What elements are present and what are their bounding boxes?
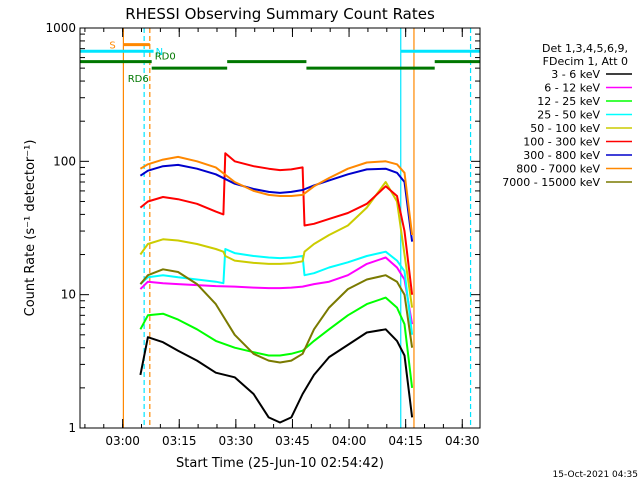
plot-marks: N S RD0 RD6 <box>80 28 480 428</box>
series-line-8 <box>139 268 414 364</box>
x-axis: 03:00 03:15 03:30 03:45 04:00 04:15 04:30 <box>84 28 480 448</box>
series-line-7 <box>139 155 414 236</box>
decimation-flag-label-1: RD6 <box>128 74 149 85</box>
night-flag-label-0: N <box>156 47 163 58</box>
legend-entry-label-1: 6 - 12 keV <box>544 82 600 95</box>
legend-entry-label-4: 50 - 100 keV <box>530 122 600 135</box>
series-line-5 <box>139 152 414 295</box>
y-axis-label: Count Rate (s⁻¹ detector⁻¹) <box>23 140 38 317</box>
x-tick-label-4: 04:00 <box>332 434 367 448</box>
legend-header-1: FDecim 1, Att 0 <box>543 55 628 68</box>
x-tick-label-3: 03:45 <box>275 434 310 448</box>
legend-header-0: Det 1,3,4,5,6,9, <box>542 42 628 55</box>
series-line-2 <box>139 296 414 389</box>
series-line-1 <box>139 256 414 325</box>
y-tick-label-1: 10 <box>61 288 76 302</box>
legend-entry-label-6: 300 - 800 keV <box>523 149 600 162</box>
legend-entry-label-5: 100 - 300 keV <box>523 136 600 149</box>
y-tick-label-3: 1000 <box>45 21 76 35</box>
saa-flag-label-0: S <box>109 41 115 52</box>
legend-entry-label-0: 3 - 6 keV <box>551 68 600 81</box>
legend-entry-label-2: 12 - 25 keV <box>537 95 600 108</box>
x-tick-label-5: 04:15 <box>388 434 423 448</box>
series-line-6 <box>139 163 414 242</box>
legend: Det 1,3,4,5,6,9,FDecim 1, Att 03 - 6 keV… <box>502 42 632 189</box>
x-tick-label-2: 03:30 <box>219 434 254 448</box>
x-tick-label-0: 03:00 <box>105 434 140 448</box>
x-tick-label-6: 04:30 <box>445 434 480 448</box>
x-axis-label: Start Time (25-Jun-10 02:54:42) <box>176 456 384 471</box>
chart-title: RHESSI Observing Summary Count Rates <box>125 5 435 23</box>
plot-frame <box>79 27 481 429</box>
legend-entry-label-8: 7000 - 15000 keV <box>502 176 600 189</box>
x-tick-label-1: 03:15 <box>162 434 197 448</box>
legend-entry-label-3: 25 - 50 keV <box>537 109 600 122</box>
y-tick-label-0: 1 <box>68 421 76 435</box>
series-line-0 <box>139 328 414 424</box>
y-tick-label-2: 100 <box>53 154 76 168</box>
series-line-3 <box>139 248 414 335</box>
timestamp: 15-Oct-2021 04:35 <box>553 470 638 480</box>
decimation-flag-label-0: RD0 <box>155 52 176 63</box>
legend-entry-label-7: 800 - 7000 keV <box>516 163 600 176</box>
